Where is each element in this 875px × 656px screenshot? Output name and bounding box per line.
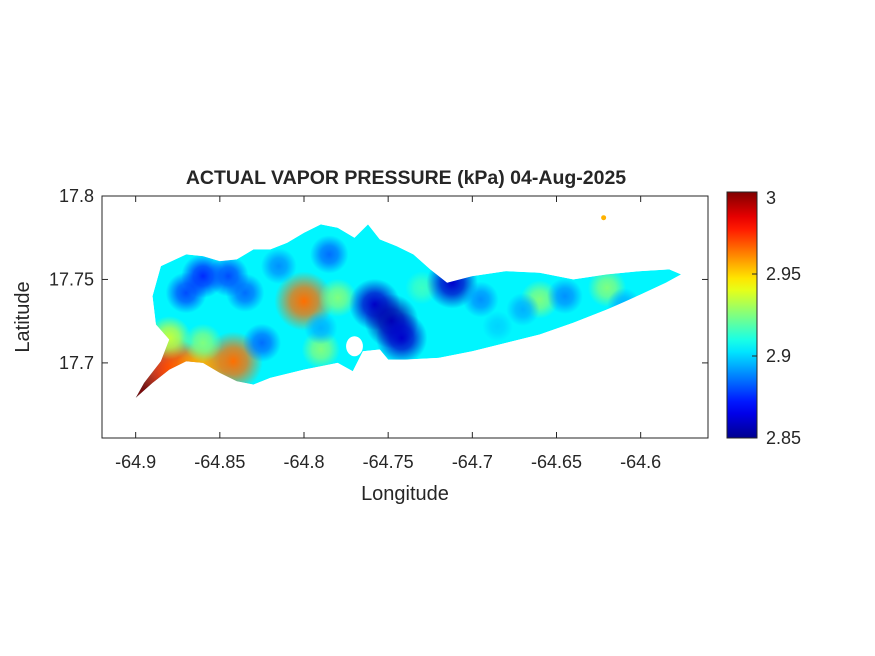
- colorbar-gradient: [727, 192, 757, 438]
- y-axis-ticks: 17.7 17.75 17.8: [49, 186, 708, 373]
- heatmap-cell: [242, 323, 282, 363]
- x-tick-label: -64.8: [283, 452, 324, 472]
- colorbar: 2.85 2.9 2.95 3: [726, 188, 801, 448]
- bay-cutout: [346, 336, 363, 357]
- islet-marker: [601, 215, 607, 221]
- x-tick-label: -64.6: [620, 452, 661, 472]
- heatmap-cell: [318, 278, 357, 318]
- y-axis-label: Latitude: [12, 281, 34, 352]
- heatmap-cell: [260, 248, 297, 284]
- heatmap-cell: [482, 310, 513, 342]
- colorbar-tick-label: 2.95: [766, 264, 801, 284]
- heatmap-cell: [310, 235, 349, 274]
- heatmap-cell: [462, 281, 499, 318]
- heatmap-cell: [304, 311, 338, 345]
- x-tick-label: -64.65: [531, 452, 582, 472]
- x-axis-ticks: -64.9 -64.85 -64.8 -64.75 -64.7 -64.65 -64.6: [115, 196, 661, 472]
- colorbar-border: [726, 191, 758, 439]
- heatmap-cell: [547, 278, 583, 315]
- chart-title: ACTUAL VAPOR PRESSURE (kPa) 04-Aug-2025: [186, 167, 626, 189]
- colorbar-ticks: 2.85 2.9 2.95 3: [752, 188, 801, 448]
- heatmap-cell: [207, 255, 249, 297]
- x-tick-label: -64.75: [363, 452, 414, 472]
- heatmap-cell: [375, 312, 428, 364]
- x-tick-label: -64.9: [115, 452, 156, 472]
- y-tick-label: 17.8: [59, 186, 94, 206]
- y-tick-label: 17.7: [59, 353, 94, 373]
- colorbar-tick-label: 2.9: [766, 346, 791, 366]
- y-tick-label: 17.75: [49, 269, 94, 289]
- plot-area: -64.9 -64.85 -64.8 -64.75 -64.7 -64.65 -64.6 1…: [49, 186, 709, 472]
- heatmap-cell: [183, 323, 223, 363]
- axes-box: [101, 195, 709, 439]
- x-axis-label: Longitude: [361, 483, 449, 505]
- heatmap-cell: [506, 292, 540, 327]
- x-tick-label: -64.7: [452, 452, 493, 472]
- colorbar-tick-label: 2.85: [766, 428, 801, 448]
- colorbar-tick-label: 3: [766, 188, 776, 208]
- x-tick-label: -64.85: [194, 452, 245, 472]
